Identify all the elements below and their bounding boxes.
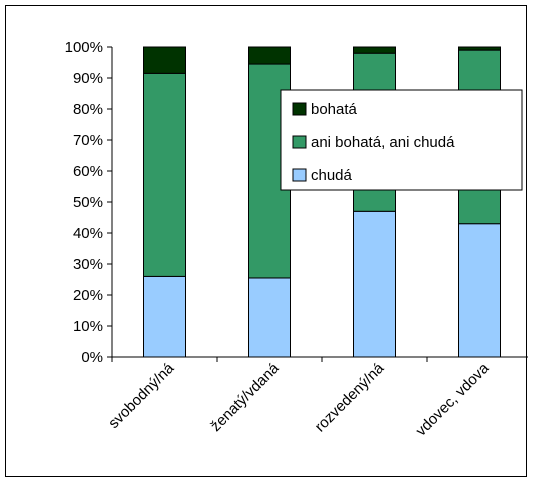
legend: bohatá ani bohatá, ani chudá chudá	[280, 89, 523, 191]
bar-segment-bohata	[353, 46, 396, 54]
chart-frame: 0% 10% 20% 30% 40% 50% 60% 70% 80% 90% 100% svobodn…	[5, 5, 533, 477]
legend-label-bohata: bohatá	[311, 101, 358, 118]
y-tick-label: 40%	[73, 225, 103, 242]
legend-label-chuda: chudá	[311, 167, 353, 184]
bar-segment-ani-bohata-ani-chuda	[143, 72, 186, 277]
legend-swatch-ani-bohata-ani-chuda	[292, 135, 307, 149]
stacked-bar-chart: 0% 10% 20% 30% 40% 50% 60% 70% 80% 90% 100% svobodn…	[65, 39, 533, 440]
x-category-label: vdovec, vdova	[413, 359, 493, 439]
bar-segment-bohata	[248, 46, 291, 65]
bar-segment-chuda	[143, 275, 186, 358]
bar-segment-bohata	[143, 46, 186, 74]
y-tick-label: 90%	[73, 70, 103, 87]
y-tick-label: 30%	[73, 256, 103, 273]
x-category-label: rozvedený/ná	[312, 359, 388, 435]
bar-segment-chuda	[458, 223, 501, 358]
y-tick-label: 100%	[65, 39, 103, 56]
bar-segment-chuda	[248, 277, 291, 358]
legend-box	[280, 89, 523, 191]
x-category-label: ženatý/vdaná	[207, 359, 283, 435]
y-tick-label: 10%	[73, 318, 103, 335]
y-tick-label: 70%	[73, 132, 103, 149]
y-tick-label: 80%	[73, 101, 103, 118]
legend-swatch-chuda	[292, 168, 307, 182]
y-tick-label: 20%	[73, 287, 103, 304]
y-tick-label: 60%	[73, 163, 103, 180]
bar-segment-chuda	[353, 210, 396, 358]
y-tick-label: 0%	[81, 349, 103, 366]
bar-segment-bohata	[458, 46, 501, 51]
y-tick-label: 50%	[73, 194, 103, 211]
x-category-label: svobodný/ná	[105, 359, 178, 432]
legend-swatch-bohata	[292, 102, 307, 116]
legend-label-ani-bohata-ani-chuda: ani bohatá, ani chudá	[311, 134, 455, 151]
